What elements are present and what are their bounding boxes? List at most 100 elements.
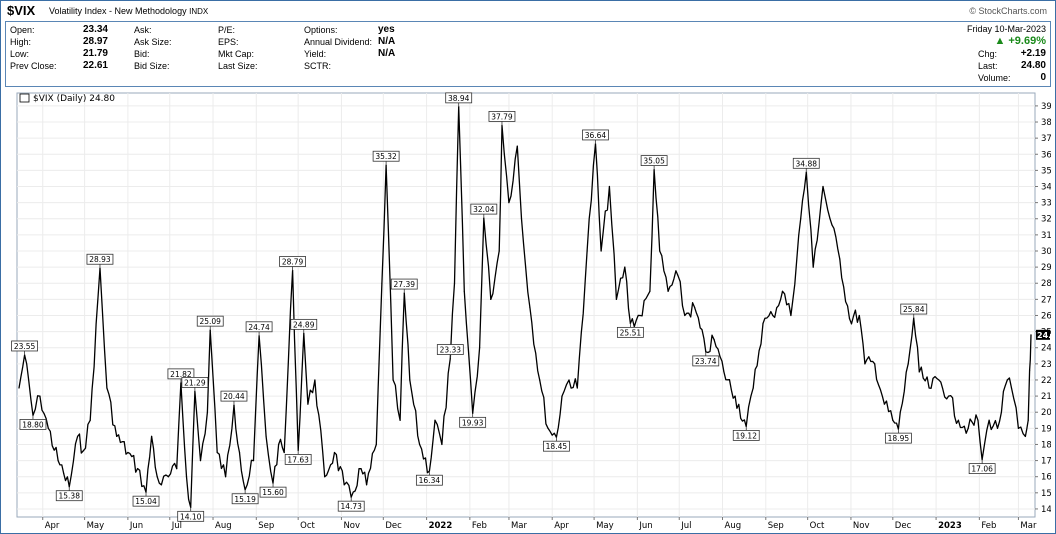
data-point xyxy=(151,435,153,437)
x-tick-label: Dec xyxy=(895,521,912,531)
annotation-box xyxy=(415,474,443,486)
annotation-label: 27.39 xyxy=(394,280,416,289)
high-label: High: xyxy=(10,37,32,47)
annotation-label: 28.79 xyxy=(282,257,304,266)
annotation-label: 23.55 xyxy=(14,342,36,351)
data-point xyxy=(1027,419,1029,421)
data-point xyxy=(561,395,563,397)
brand-watermark[interactable]: © StockCharts.com xyxy=(969,6,1047,16)
data-point xyxy=(957,419,960,421)
y-tick-label: 32 xyxy=(1041,215,1051,225)
annotation-label: 25.51 xyxy=(620,328,642,337)
price-chart[interactable]: 23.55 18.80 15.38 28.93 15.04 21.82 14.10 21.29… xyxy=(5,87,1051,531)
data-point xyxy=(216,451,218,454)
annotation-label: 18.95 xyxy=(888,434,910,443)
y-tick-label: 33 xyxy=(1041,199,1051,209)
annotation-box xyxy=(177,510,205,522)
data-point xyxy=(206,411,209,413)
data-point xyxy=(137,468,139,470)
x-tick-label: Nov xyxy=(853,521,870,531)
y-axis: 1415161718192021222324252627282930313233… xyxy=(1035,102,1051,515)
annotation-label: 14.73 xyxy=(340,502,362,511)
options-label: Options: xyxy=(304,25,338,35)
data-point xyxy=(822,185,824,188)
annotation-label: 35.05 xyxy=(643,157,665,166)
annotation-box xyxy=(436,344,464,355)
annotation-box xyxy=(290,318,318,330)
annotation-label: 38.94 xyxy=(448,94,470,103)
data-point xyxy=(252,459,255,462)
volume-label: Volume: xyxy=(978,73,1011,83)
symbol[interactable]: $VIX xyxy=(7,3,36,18)
data-point xyxy=(762,322,764,325)
x-tick-label: Feb xyxy=(472,521,487,531)
last-value-label: 24.8 xyxy=(1037,331,1051,340)
data-point xyxy=(265,435,267,437)
options-value: yes xyxy=(378,24,395,35)
data-point xyxy=(977,419,979,421)
x-tick-label: Apr xyxy=(45,521,60,531)
x-axis: Apr May Jun Jul Aug Sep Oct Nov Dec 2022 Feb Mar Apr… xyxy=(42,517,1037,531)
annotation-label: 20.44 xyxy=(223,392,245,401)
yield-label: Yield: xyxy=(304,49,327,59)
bidsize-label: Bid Size: xyxy=(134,61,170,71)
chg-value: +2.19 xyxy=(1020,48,1046,59)
y-tick-label: 27 xyxy=(1041,295,1051,305)
chg-label: Chg: xyxy=(978,49,998,59)
mktcap-label: Mkt Cap: xyxy=(218,49,255,59)
data-point xyxy=(419,443,421,446)
data-point xyxy=(307,403,309,405)
y-tick-label: 36 xyxy=(1041,150,1051,160)
data-point xyxy=(343,484,345,486)
annotation-box xyxy=(968,463,996,475)
annotation-label: 15.60 xyxy=(262,488,284,497)
data-point xyxy=(547,427,549,429)
open-value: 23.34 xyxy=(82,24,108,35)
annotation-box xyxy=(792,157,820,169)
data-point xyxy=(63,472,65,475)
data-point xyxy=(996,427,999,429)
data-point xyxy=(176,468,178,470)
data-point xyxy=(812,266,814,268)
data-point xyxy=(381,282,383,284)
annotation-label: 37.79 xyxy=(491,112,513,121)
data-point xyxy=(434,419,436,421)
data-point xyxy=(160,484,162,486)
annotation-label: 23.74 xyxy=(695,357,717,366)
data-point xyxy=(490,298,492,300)
annotations: 23.55 18.80 15.38 28.93 15.04 21.82 14.10 21.29… xyxy=(11,92,996,522)
annotation-label: 15.38 xyxy=(59,492,81,501)
data-point xyxy=(684,314,686,317)
x-tick-label: Aug xyxy=(215,521,232,531)
data-point xyxy=(1017,427,1020,429)
annotation-box xyxy=(390,278,418,290)
data-point xyxy=(106,387,108,389)
annotation-box xyxy=(445,92,473,104)
last-value-box xyxy=(1036,329,1050,340)
data-point xyxy=(659,250,661,252)
annotation-box xyxy=(196,315,224,327)
annotation-box xyxy=(259,486,287,498)
ask-label: Ask: xyxy=(134,25,152,35)
annotation-label: 18.80 xyxy=(22,420,44,429)
x-tick-label: Oct xyxy=(810,521,825,531)
annotation-label: 15.04 xyxy=(135,497,157,506)
y-tick-label: 22 xyxy=(1041,376,1051,386)
annotation-box xyxy=(231,493,259,505)
annotation-box xyxy=(582,129,609,141)
data-point xyxy=(800,218,802,220)
y-tick-label: 20 xyxy=(1041,408,1051,418)
data-point xyxy=(988,419,990,421)
annotation-box xyxy=(19,419,47,430)
data-point xyxy=(498,250,500,252)
y-tick-label: 31 xyxy=(1041,231,1051,241)
annotation-label: 17.06 xyxy=(971,465,993,474)
annotation-label: 18.45 xyxy=(546,442,568,451)
y-tick-label: 34 xyxy=(1041,183,1051,193)
data-point xyxy=(333,451,336,454)
data-point xyxy=(858,314,860,317)
data-point xyxy=(948,395,950,397)
data-point xyxy=(1030,334,1032,336)
annotation-box xyxy=(884,432,912,444)
